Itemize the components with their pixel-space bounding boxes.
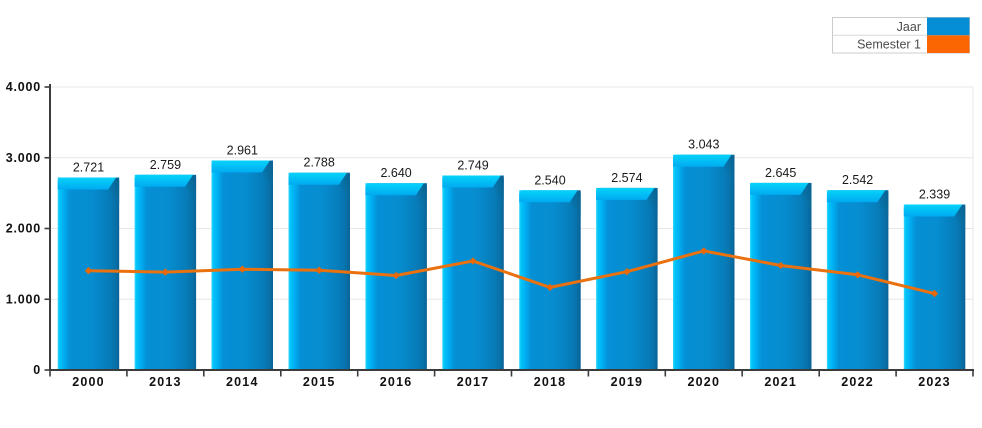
svg-text:2017: 2017 xyxy=(457,375,490,389)
svg-text:2.645: 2.645 xyxy=(765,166,796,180)
svg-text:2.574: 2.574 xyxy=(611,171,642,185)
svg-text:2013: 2013 xyxy=(149,375,182,389)
svg-text:2.788: 2.788 xyxy=(304,156,335,170)
svg-text:2022: 2022 xyxy=(841,375,874,389)
svg-text:2.759: 2.759 xyxy=(150,158,181,172)
svg-text:2021: 2021 xyxy=(764,375,797,389)
svg-text:Semester 1: Semester 1 xyxy=(857,38,921,52)
svg-text:1.000: 1.000 xyxy=(6,292,41,306)
svg-text:4.000: 4.000 xyxy=(6,80,41,94)
svg-text:3.000: 3.000 xyxy=(6,151,41,165)
svg-text:3.043: 3.043 xyxy=(688,138,719,152)
svg-text:2000: 2000 xyxy=(72,375,105,389)
svg-text:2.339: 2.339 xyxy=(919,188,950,202)
svg-text:2018: 2018 xyxy=(534,375,567,389)
svg-text:2.721: 2.721 xyxy=(73,161,104,175)
svg-text:2.540: 2.540 xyxy=(534,173,565,187)
svg-text:2.000: 2.000 xyxy=(6,222,41,236)
svg-text:2020: 2020 xyxy=(687,375,720,389)
svg-text:2.749: 2.749 xyxy=(457,159,488,173)
svg-text:2019: 2019 xyxy=(611,375,644,389)
svg-text:0: 0 xyxy=(33,363,41,377)
svg-text:2023: 2023 xyxy=(918,375,951,389)
svg-text:2.640: 2.640 xyxy=(380,166,411,180)
svg-text:Jaar: Jaar xyxy=(897,20,921,34)
svg-text:2015: 2015 xyxy=(303,375,336,389)
svg-text:2.961: 2.961 xyxy=(227,144,258,158)
svg-text:2.542: 2.542 xyxy=(842,173,873,187)
svg-text:2016: 2016 xyxy=(380,375,413,389)
svg-text:2014: 2014 xyxy=(226,375,259,389)
